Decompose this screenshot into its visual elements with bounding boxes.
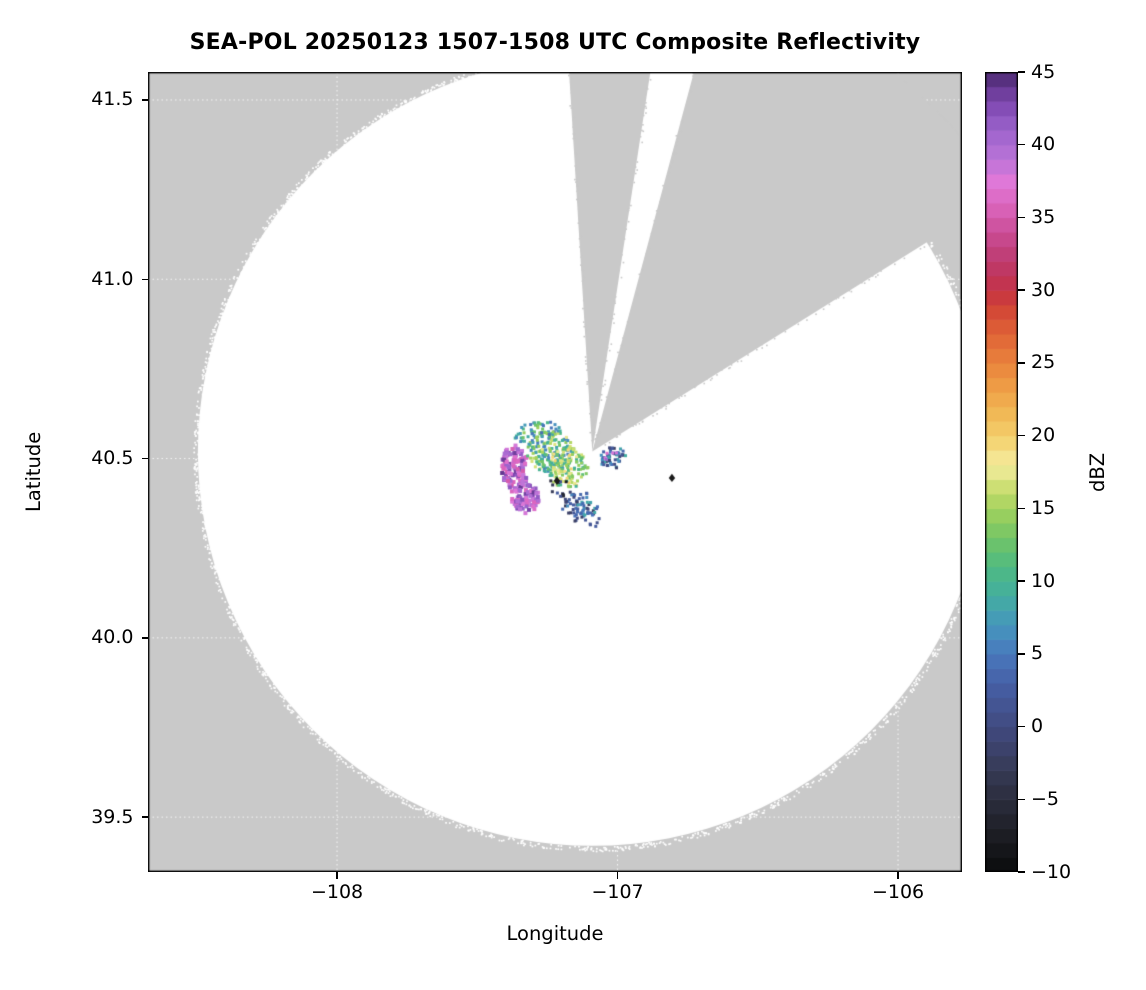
colorbar-tick-label: −5 [1031,787,1060,810]
y-tick-label: 40.5 [91,447,134,470]
colorbar-tick-label: 45 [1031,60,1056,83]
colorbar-tick-mark [1018,216,1025,219]
colorbar-tick-mark [1018,362,1025,364]
y-tick-mark [141,637,148,639]
colorbar-canvas [985,72,1018,872]
y-tick-mark [141,816,148,818]
y-tick-mark [141,278,148,280]
colorbar-tick-label: 10 [1031,569,1056,592]
x-tick-mark [336,872,338,879]
colorbar-tick-label: 35 [1031,205,1056,228]
x-tick-mark [616,872,619,879]
colorbar-tick-mark [1018,289,1025,291]
x-tick-label: −108 [310,881,364,903]
x-tick-label: −106 [871,881,925,903]
chart-title: SEA-POL 20250123 1507-1508 UTC Composite… [189,30,921,55]
x-tick-label: −107 [591,881,644,903]
colorbar-tick-label: 0 [1031,715,1044,738]
colorbar-tick-label: 20 [1031,424,1056,447]
radar-map-canvas [148,72,962,872]
x-axis-label: Longitude [506,922,604,945]
y-axis-label: Latitude [22,431,45,513]
colorbar-tick-label: 5 [1031,642,1044,665]
y-tick-mark [141,457,148,460]
colorbar-tick-label: 25 [1031,351,1056,374]
colorbar-tick-label: 30 [1031,278,1056,301]
colorbar-tick-mark [1018,653,1025,655]
y-tick-label: 40.0 [91,626,134,649]
colorbar-tick-mark [1018,434,1025,437]
y-tick-mark [141,99,148,101]
colorbar-tick-mark [1018,71,1025,73]
y-tick-label: 41.0 [91,267,134,290]
x-tick-mark [897,872,899,879]
colorbar-tick-mark [1018,725,1025,728]
colorbar-tick-mark [1018,143,1025,146]
y-tick-label: 39.5 [91,805,134,828]
colorbar-tick-label: 15 [1031,496,1056,519]
colorbar-tick-mark [1018,507,1025,510]
y-tick-label: 41.5 [91,88,134,111]
colorbar-tick-label: −10 [1031,860,1072,883]
colorbar-tick-mark [1018,580,1025,582]
colorbar-tick-mark [1018,798,1025,801]
colorbar-tick-mark [1018,871,1025,873]
colorbar-label: dBZ [1086,452,1109,492]
colorbar-tick-label: 40 [1031,133,1056,156]
